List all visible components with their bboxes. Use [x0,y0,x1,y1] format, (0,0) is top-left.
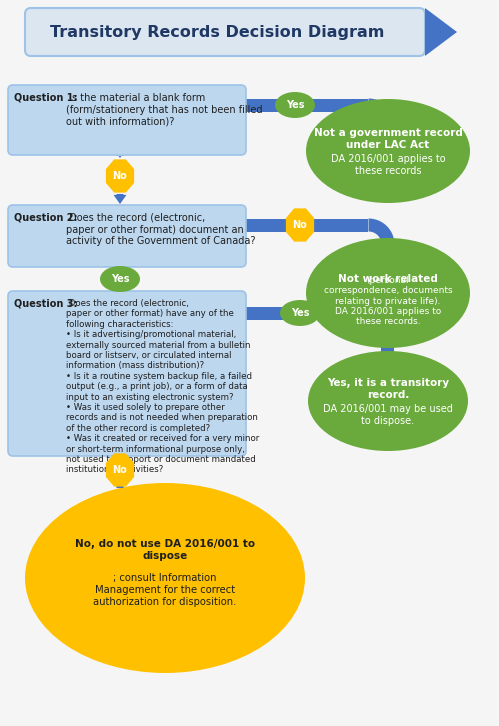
Polygon shape [113,149,127,158]
Text: Is the material a blank form
(form/stationery that has not been filled
out with : Is the material a blank form (form/stati… [66,93,262,126]
Text: Yes, it is a transitory
record.: Yes, it is a transitory record. [327,378,449,400]
Text: Not a government record
under LAC Act: Not a government record under LAC Act [313,129,463,150]
Polygon shape [382,245,395,331]
Polygon shape [113,443,127,457]
Ellipse shape [306,99,470,203]
Text: Not work related: Not work related [338,274,438,284]
Polygon shape [382,333,395,433]
Polygon shape [246,306,368,319]
Text: No: No [292,220,307,230]
Text: Does the record (electronic,
paper or other format) have any of the
following ch: Does the record (electronic, paper or ot… [66,299,259,474]
Text: Question 3:: Question 3: [14,299,77,309]
Text: (personal
correspondence, documents
relating to private life).
DA 2016/001 appli: (personal correspondence, documents rela… [324,276,452,326]
FancyBboxPatch shape [8,205,246,267]
Polygon shape [246,99,368,112]
Ellipse shape [275,92,315,118]
Polygon shape [113,257,127,268]
Polygon shape [286,208,314,242]
Polygon shape [368,99,395,124]
Text: Transitory Records Decision Diagram: Transitory Records Decision Diagram [50,25,384,39]
Polygon shape [368,219,395,245]
Text: Question 2:: Question 2: [14,213,77,223]
Text: No: No [113,171,127,181]
Polygon shape [382,124,395,187]
Ellipse shape [280,300,320,326]
Polygon shape [113,194,127,204]
Text: ; consult Information
Management for the correct
authorization for disposition.: ; consult Information Management for the… [93,574,237,607]
Polygon shape [380,433,396,449]
Text: DA 2016/001 applies to
these records: DA 2016/001 applies to these records [331,154,445,176]
FancyBboxPatch shape [25,8,425,56]
Polygon shape [380,187,396,203]
Text: Does the record (electronic,
paper or other format) document an
activity of the : Does the record (electronic, paper or ot… [66,213,255,246]
Polygon shape [380,331,396,347]
Text: DA 2016/001 may be used
to dispose.: DA 2016/001 may be used to dispose. [323,404,453,426]
Polygon shape [113,281,127,292]
Text: Yes: Yes [111,274,129,284]
Text: No, do not use DA 2016/001 to
dispose: No, do not use DA 2016/001 to dispose [75,539,255,560]
Text: Yes: Yes [291,308,309,318]
Ellipse shape [306,238,470,348]
FancyBboxPatch shape [8,291,246,456]
Polygon shape [106,453,134,486]
Text: No: No [113,465,127,475]
Ellipse shape [25,483,305,673]
Text: Question 1:: Question 1: [14,93,77,103]
FancyBboxPatch shape [8,85,246,155]
Polygon shape [425,8,457,56]
Ellipse shape [308,351,468,451]
Polygon shape [113,472,127,488]
Polygon shape [368,306,395,333]
Polygon shape [106,160,134,192]
Ellipse shape [100,266,140,292]
Text: Yes: Yes [286,100,304,110]
Polygon shape [246,219,368,232]
